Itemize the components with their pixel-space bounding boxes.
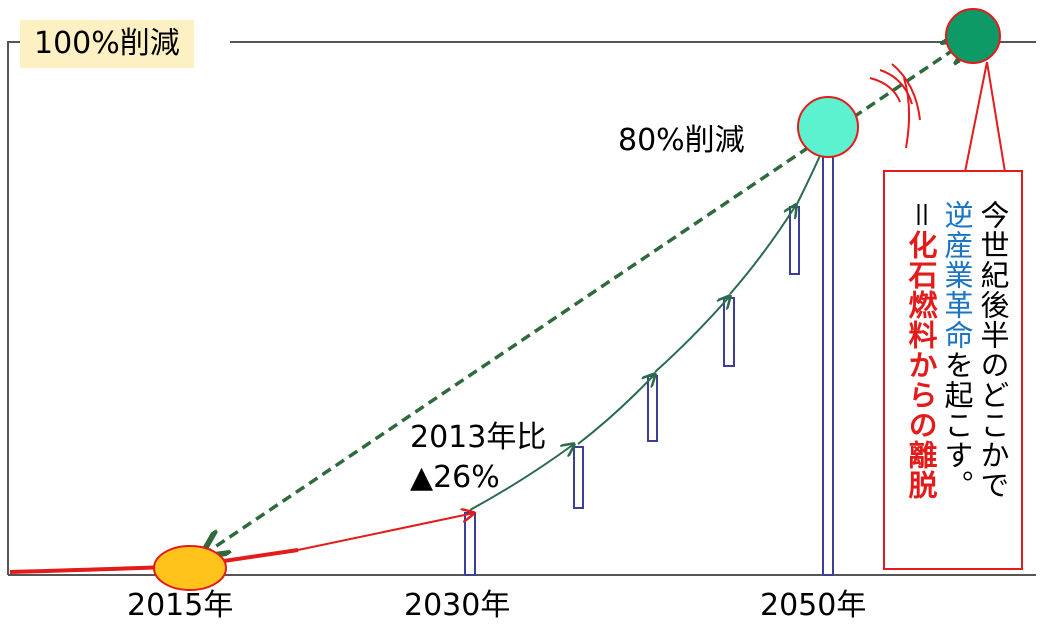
callout-line2: 逆産業革命を起こす。 — [939, 200, 975, 500]
x-label-2050: 2050年 — [760, 588, 867, 623]
note-2013-baseline: 2013年比 ▲26% — [410, 418, 546, 498]
label-100-percent-reduction: 100%削減 — [20, 20, 194, 68]
x-label-2030: 2030年 — [404, 588, 511, 623]
growth-arrow-4 — [729, 205, 796, 295]
callout-box: 今世紀後半のどこかで 逆産業革命を起こす。 ＝化石燃料からの離脱 — [883, 170, 1023, 570]
circle-80-percent — [797, 96, 859, 158]
note-2013-line2: ▲26% — [410, 460, 500, 495]
speed-marks — [869, 63, 921, 149]
callout-line3: ＝化石燃料からの離脱 — [903, 200, 939, 500]
x-label-2015: 2015年 — [127, 588, 234, 623]
callout-reverse-industrial-revolution: 逆産業革命 — [940, 200, 974, 350]
bar-2038 — [647, 375, 658, 442]
arrow-2015-2030 — [297, 513, 474, 551]
circle-100-percent — [945, 8, 1001, 64]
note-2013-line1: 2013年比 — [410, 420, 547, 455]
callout-fossil-fuel-exit: 化石燃料からの離脱 — [904, 230, 938, 501]
bar-2050 — [822, 139, 834, 576]
callout-equals: ＝ — [904, 200, 938, 231]
callout-line1: 今世紀後半のどこかで — [976, 200, 1010, 500]
ellipse-2015 — [153, 545, 227, 591]
growth-arrow-3 — [654, 296, 730, 373]
bar-2030 — [464, 512, 476, 576]
label-80-percent-reduction: 80%削減 — [618, 123, 745, 158]
bar-2034 — [573, 446, 584, 509]
bar-2042 — [723, 297, 735, 367]
growth-arrow-2 — [577, 374, 655, 445]
bar-2046 — [789, 206, 800, 275]
callout-pointer — [964, 61, 1006, 173]
callout-line2-rest: を起こす。 — [940, 350, 974, 500]
